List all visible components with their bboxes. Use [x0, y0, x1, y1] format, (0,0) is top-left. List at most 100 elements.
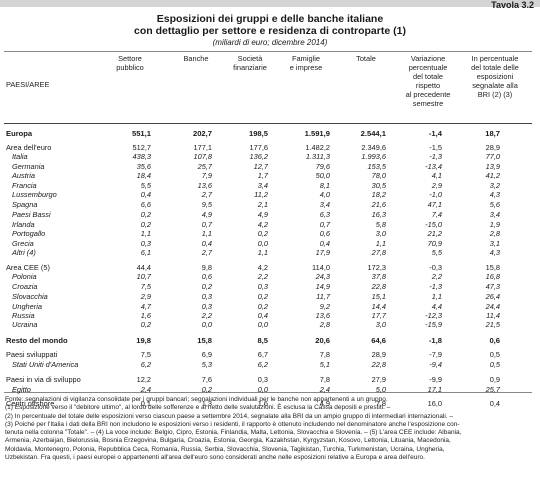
- footnote-line: Fonte: segnalazioni di vigilanza consoli…: [5, 396, 388, 403]
- row-cell: 27,8: [371, 248, 386, 257]
- row-cell: 198,5: [248, 129, 268, 138]
- footnote-line: (2) In percentuale del totale delle espo…: [5, 412, 454, 420]
- row-label: Polonia: [12, 272, 37, 281]
- row-cell: 25,7: [197, 162, 212, 171]
- row-cell: 7,8: [319, 350, 330, 359]
- table-row: Paesi Bassi 0,2 4,9 4,9 6,3 16,3 7,4 3,4: [0, 210, 540, 219]
- column-header-line: Società: [237, 54, 263, 63]
- row-label: Egitto: [12, 385, 31, 394]
- header-band: [0, 0, 540, 7]
- row-cell: 7,5: [140, 350, 151, 359]
- footnote-line: Moldavia, Montenegro, Polonia, Repubblic…: [5, 445, 445, 453]
- row-cell: -15,0: [425, 220, 442, 229]
- row-cell: 5,0: [375, 385, 386, 394]
- row-cell: 37,8: [371, 272, 386, 281]
- row-cell: 5,5: [140, 181, 151, 190]
- row-label: Centri offshore: [6, 399, 55, 408]
- row-cell: 0,5: [489, 350, 500, 359]
- row-cell: -1,0: [429, 190, 442, 199]
- row-cell: 35,6: [136, 162, 151, 171]
- footnote-line: tenuta nella colonna "Totale". – (4) La …: [5, 429, 462, 437]
- row-cell: 0,4: [489, 399, 500, 408]
- table-row: Francia 5,5 13,6 3,4 8,1 30,5 2,9 3,2: [0, 181, 540, 190]
- column-header-4: Famiglie e imprese: [276, 54, 336, 72]
- table-row: Europa 551,1 202,7 198,5 1.591,9 2.544,1 -1,4 1…: [0, 129, 540, 138]
- row-cell: 9,5: [201, 200, 212, 209]
- row-cell: 2,4: [140, 385, 151, 394]
- row-label: Germania: [12, 162, 45, 171]
- row-cell: 4,3: [489, 248, 500, 257]
- row-cell: 7,8: [375, 399, 386, 408]
- table-row: Ucraina 0,2 0,0 0,0 2,8 3,0 -15,9 21,5: [0, 320, 540, 329]
- column-header-line: al precedente: [405, 90, 451, 99]
- row-cell: 6,2: [140, 360, 151, 369]
- table-row: Austria 18,4 7,9 1,7 50,0 78,0 4,1 41,2: [0, 171, 540, 180]
- row-label: Paesi Bassi: [12, 210, 51, 219]
- table-row: Centri offshore 0,1 1,3 1,6 4,9 7,8 16,0 0,4: [0, 399, 540, 408]
- row-cell: -1,3: [429, 152, 442, 161]
- row-cell: 5,1: [319, 360, 330, 369]
- row-cell: 3,1: [489, 239, 500, 248]
- row-cell: 27,9: [371, 375, 386, 384]
- row-label: Europa: [6, 129, 33, 138]
- row-cell: 4,7: [140, 302, 151, 311]
- row-cell: 24,3: [315, 272, 330, 281]
- row-cell: 50,0: [315, 171, 330, 180]
- row-cell: -9,9: [429, 375, 442, 384]
- column-header-line: Banche: [183, 54, 209, 63]
- row-cell: 25,7: [485, 385, 500, 394]
- table-row: Spagna 6,6 9,5 2,1 3,4 21,6 47,1 5,6: [0, 200, 540, 209]
- row-cell: 1,9: [489, 220, 500, 229]
- row-cell: 0,6: [489, 336, 500, 345]
- table-row: Lussemburgo 0,4 2,7 11,2 4,0 18,2 -1,0 4,3: [0, 190, 540, 199]
- row-cell: 11,2: [254, 190, 268, 199]
- row-cell: 12,7: [253, 162, 268, 171]
- row-cell: 2,7: [201, 190, 212, 199]
- table-row: Stati Uniti d'America 6,2 5,3 6,2 5,1 22,8 -9,…: [0, 360, 540, 369]
- row-cell: 3,4: [319, 200, 330, 209]
- row-cell: 4,0: [319, 190, 330, 199]
- footnote-line: Uzbekistan. Fra questi, i paesi europei …: [5, 454, 425, 462]
- footnote-line: Armenia, Azerbaijan, Bielorussia, Bosnia…: [5, 437, 451, 445]
- row-cell: 21,2: [427, 229, 442, 238]
- footnote-line: (3) Poiché per l'Italia i dati della BRI…: [5, 420, 460, 428]
- row-cell: 114,0: [312, 263, 330, 272]
- row-cell: 2,4: [319, 385, 330, 394]
- row-cell: 47,1: [427, 200, 442, 209]
- row-cell: 4,1: [431, 171, 442, 180]
- column-header-2: Banche: [171, 54, 221, 63]
- row-cell: 15,1: [371, 292, 386, 301]
- row-cell: 177,6: [249, 143, 269, 152]
- table-row: Resto del mondo 19,8 15,8 8,5 20,6 64,6 -1,8 0,…: [0, 336, 540, 345]
- row-label: Lussemburgo: [12, 190, 57, 199]
- row-cell: 13,6: [315, 311, 330, 320]
- row-cell: 0,0: [257, 239, 268, 248]
- row-cell: 1.311,3: [305, 152, 330, 161]
- row-cell: -0,3: [429, 263, 442, 272]
- row-cell: 2,2: [257, 272, 268, 281]
- row-label: Slovacchia: [12, 292, 48, 301]
- row-cell: 2,8: [319, 320, 330, 329]
- row-cell: 4,9: [201, 210, 212, 219]
- row-label: Paesi sviluppati: [6, 350, 58, 359]
- row-label: Area dell'euro: [6, 143, 52, 152]
- row-cell: 0,0: [201, 320, 212, 329]
- table-row: Germania 35,6 25,7 12,7 79,6 153,5 -13,4 13,9: [0, 162, 540, 171]
- row-cell: 6,7: [257, 350, 268, 359]
- footnote-line: (1) Esposizione verso il "debitore ultim…: [5, 404, 391, 412]
- row-cell: 64,6: [371, 336, 386, 345]
- row-cell: 16,0: [427, 399, 442, 408]
- row-cell: 0,2: [257, 229, 268, 238]
- row-cell: 2,7: [201, 248, 212, 257]
- row-cell: 9,8: [201, 263, 212, 272]
- row-cell: 0,0: [257, 320, 268, 329]
- row-cell: 2,8: [489, 229, 500, 238]
- row-cell: 3,4: [489, 210, 500, 219]
- row-cell: 172,3: [367, 263, 387, 272]
- table-row: Area CEE (5) 44,4 9,8 4,2 114,0 172,3 -0,3 15,8: [0, 263, 540, 272]
- row-label: Altri (4): [12, 248, 36, 257]
- row-cell: 9,2: [319, 302, 330, 311]
- row-cell: 78,0: [371, 171, 386, 180]
- column-header-line: del totale: [413, 72, 443, 81]
- row-cell: -1,5: [429, 143, 442, 152]
